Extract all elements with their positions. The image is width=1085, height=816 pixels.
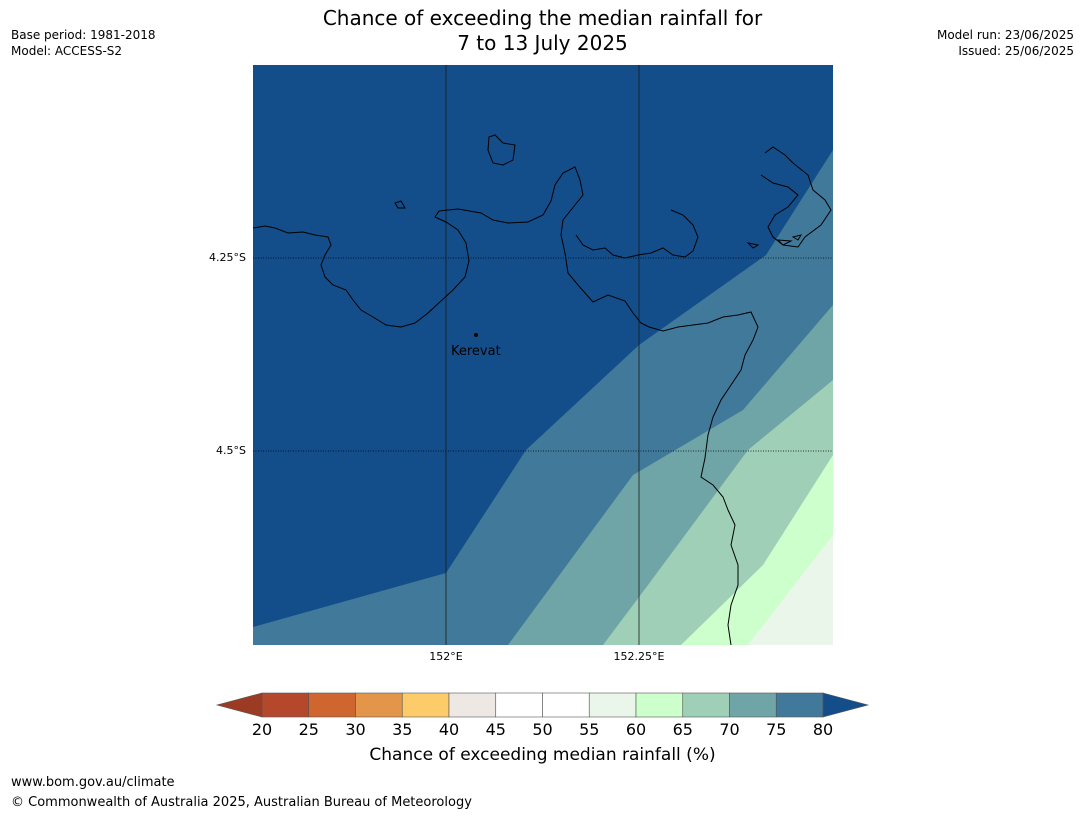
title-line-2: 7 to 13 July 2025 bbox=[457, 31, 628, 55]
colorbar-tick-label: 45 bbox=[485, 720, 506, 739]
colorbar-tick-label: 70 bbox=[719, 720, 740, 739]
colorbar-segment bbox=[588, 692, 637, 718]
map-svg: Kerevat bbox=[253, 65, 833, 645]
colorbar bbox=[215, 692, 870, 720]
colorbar-tick-label: 60 bbox=[625, 720, 647, 739]
colorbar-tick-label: 20 bbox=[251, 720, 273, 739]
base-period-text: Base period: 1981-2018 bbox=[11, 28, 156, 42]
colorbar-segment bbox=[635, 692, 684, 718]
lat-label-4-25: 4.25°S bbox=[209, 251, 246, 264]
lon-label-152-25: 152.25°E bbox=[613, 650, 665, 663]
map-title: Chance of exceeding the median rainfall … bbox=[0, 6, 1085, 56]
footer-copyright: © Commonwealth of Australia 2025, Austra… bbox=[11, 795, 472, 810]
colorbar-tick-label: 80 bbox=[812, 720, 834, 739]
meta-left: Base period: 1981-2018 Model: ACCESS-S2 bbox=[11, 27, 156, 59]
colorbar-tick-label: 50 bbox=[532, 720, 553, 739]
footer-url[interactable]: www.bom.gov.au/climate bbox=[11, 775, 175, 790]
colorbar-tick-label: 25 bbox=[298, 720, 319, 739]
colorbar-label: Chance of exceeding median rainfall (%) bbox=[369, 745, 716, 765]
colorbar-segment bbox=[355, 692, 403, 718]
model-text: Model: ACCESS-S2 bbox=[11, 44, 123, 58]
coastline bbox=[253, 134, 832, 645]
colorbar-tick-label: 65 bbox=[672, 720, 693, 739]
colorbar-extend-high bbox=[822, 692, 870, 718]
colorbar-tick-label: 30 bbox=[345, 720, 366, 739]
kerevat-marker bbox=[474, 333, 478, 337]
colorbar-tick-label: 55 bbox=[579, 720, 600, 739]
colorbar-segment bbox=[308, 692, 356, 718]
rainfall-map: Kerevat bbox=[253, 65, 833, 645]
lat-label-4-5: 4.5°S bbox=[216, 444, 246, 457]
meta-right: Model run: 23/06/2025 Issued: 25/06/2025 bbox=[937, 27, 1074, 59]
colorbar-segment bbox=[495, 692, 543, 718]
colorbar-extend-low bbox=[215, 692, 263, 718]
colorbar-tick-label: 35 bbox=[392, 720, 413, 739]
colorbar-segment bbox=[682, 692, 730, 718]
colorbar-segment bbox=[261, 692, 310, 718]
kerevat-label: Kerevat bbox=[451, 344, 501, 359]
colorbar-segment bbox=[729, 692, 777, 718]
colorbar-segment bbox=[542, 692, 590, 718]
colorbar-segment bbox=[448, 692, 497, 718]
colorbar-segment bbox=[401, 692, 450, 718]
colorbar-segment bbox=[775, 692, 824, 718]
colorbar-tick-label: 40 bbox=[438, 720, 460, 739]
band-50-55 bbox=[748, 535, 833, 645]
title-line-1: Chance of exceeding the median rainfall … bbox=[322, 6, 763, 30]
model-run-text: Model run: 23/06/2025 bbox=[936, 28, 1074, 42]
issued-text: Issued: 25/06/2025 bbox=[958, 44, 1074, 58]
colorbar-svg bbox=[215, 692, 870, 718]
lon-label-152: 152°E bbox=[429, 650, 463, 663]
colorbar-tick-label: 75 bbox=[766, 720, 787, 739]
